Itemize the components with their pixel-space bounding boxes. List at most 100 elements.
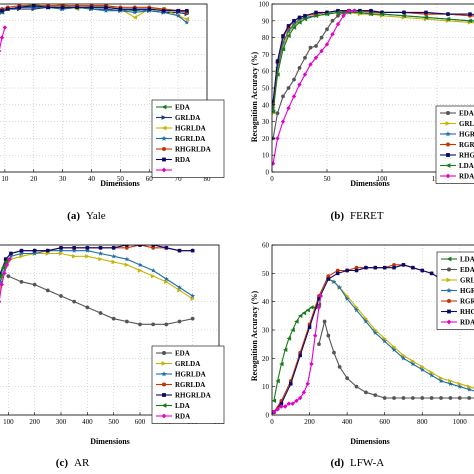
chart-feret-series-lda-point [291,25,297,30]
chart-yale-series-rda-point [161,8,166,13]
chart-lfw-a-series-hgrlda-point [447,381,453,386]
chart-lfw-a-legend-label-lda: LDA [460,256,474,264]
chart-feret-series-eda-point [281,94,285,99]
chart-ar-legend-label-lda: LDA [175,402,190,410]
chart-yale-series-rda-point [60,5,65,10]
chart-lfw-a-series-hgrlda-point [391,347,397,352]
chart-yale-series-hgrlda-point [184,16,189,22]
chart-lfw-a-series-eda-point [467,396,472,400]
chart-feret-series-rhgrlda-point [446,12,450,16]
chart-feret-series-lda-point [324,11,330,17]
chart-feret-series-lda-point [286,33,291,39]
chart-lfw-a-legend-marker-hgrlda [446,287,452,293]
chart-ar-series-rda-point [4,262,10,268]
chart-lfw-a-series-rda-point [301,390,307,395]
chart-ar-series-hgrlda-point [32,250,38,256]
chart-feret-series-rda-point [346,8,352,13]
chart-lfw-a-ytick-label: 50 [262,270,270,278]
chart-lfw-a-series-hgrlda-point [331,279,337,284]
chart-yale-series-rgrlda-point [103,8,109,13]
chart-lfw-a-legend-marker-rhgrlda [447,309,451,314]
chart-ar-series-rhgrlda-point [9,251,13,256]
chart-feret-ylabel: Recognition Accuracy (%) [250,52,259,143]
chart-lfw-a-legend: LDA EDA GRLDA HGRLDA RGRLDA RHGRLDA RDA [436,251,474,330]
chart-feret-legend-label-grlda: GRLDA [459,120,474,128]
chart-feret-series-rda-line [272,10,355,164]
chart-ar-series-rhgrlda-point [3,257,8,261]
chart-yale-legend-marker-grlda [161,115,167,120]
chart-yale-xtick-label: 50 [117,175,125,183]
chart-feret-series-rda-point [324,42,330,47]
chart-lfw-a-series-rda-point [282,404,288,409]
chart-lfw-a-series-rhgrlda-point [411,265,415,270]
chart-feret-series-lda-point [280,47,286,52]
chart-yale-legend-marker-unlabeled [161,167,167,173]
chart-feret-series-rda-point [330,32,335,37]
chart-feret-ytick-label: 50 [262,85,270,93]
chart-lfw-a-series-hgrlda-point [457,384,463,389]
chart-ar-xtick-label: 500 [108,418,119,426]
chart-lfw-a-series-hgrlda-point [337,284,343,290]
chart-feret-series-eda-point [286,86,291,90]
chart-ar-series-hgrlda-point [58,248,64,253]
chart-lfw-a-series-rhgrlda-point [289,382,293,386]
chart-lfw-a-series-lda-point [309,305,314,310]
chart-yale-series-unlabeled-point [0,35,5,40]
chart-ar-series-rhgrlda-point [32,248,37,253]
chart-feret-series-eda-point [297,65,302,70]
chart-lfw-a-series-hgrlda-point [438,378,444,384]
chart-feret-legend: EDA GRLDA HGRLDA RGRLDA RHGRLDA LDA RDA [435,105,474,184]
chart-yale-series-rda-point [6,7,10,11]
chart-ar-legend-label-eda: EDA [175,350,190,358]
chart-lfw-a-series-rhgrlda-point [335,271,340,276]
chart-feret-series-rda-point [280,119,286,124]
chart-feret-series-lda-point [401,13,407,18]
chart-feret-series-eda-point [303,55,307,60]
chart-lfw-a-ytick-label: 20 [262,355,270,363]
chart-feret-legend-label-lda: LDA [459,162,474,170]
chart-ar-series-hgrlda-point [111,253,117,259]
chart-lfw-a-series-hgrlda-point [382,338,388,344]
chart-lfw-a-series-eda-point [457,396,462,400]
chart-feret-legend-marker-rgrlda [445,142,451,147]
chart-lfw-a-series-rda-point [272,409,277,415]
chart-lfw-a-series-eda-point [364,390,368,395]
chart-feret-series-lda-point [297,20,302,25]
chart-lfw-a-series-rhgrlda-point [373,265,378,270]
chart-feret-series-rda-point [272,161,276,166]
chart-feret-caption-name: FERET [350,210,384,222]
chart-ar-series-rhgrlda-point [151,245,155,247]
chart-feret-xlabel: Dimensions [350,179,390,188]
chart-feret-xtick-label: 50 [324,175,332,183]
chart-feret-series-rhgrlda-point [336,8,340,13]
chart-lfw-a-legend-label-rgrlda: RGRLDA [460,298,474,306]
chart-lfw-a-series-grlda-point [420,364,425,370]
chart-yale-xtick-label: 10 [1,175,9,183]
chart-ar-series-hgrlda-point [8,253,14,259]
chart-ar-series-grlda-point [137,268,143,273]
chart-ar-series-eda-point [59,294,63,298]
chart-feret-ytick-label: 40 [262,101,270,109]
chart-ar-series-eda-point [19,279,24,284]
chart-yale-xtick-label: 70 [175,175,183,183]
chart-feret-series-hgrlda-point [291,21,297,27]
chart-lfw-a-xtick-label: 1000 [453,418,468,426]
chart-feret-series-rhgrlda-point [325,10,329,15]
chart-lfw-a-series-rhgrlda-point [382,265,387,270]
chart-ar-series-hgrlda-point [124,256,130,262]
chart-ar-series-rhgrlda-point [46,248,50,253]
chart-feret-series-rda-point [297,82,302,87]
chart-ar-series-rda-point [0,300,2,303]
chart-feret-series-eda-point [325,27,329,32]
chart-yale-legend: EDA GRLDA HGRLDA RGRLDA RHGRLDA RDA [151,99,225,178]
chart-yale-xtick-label: 30 [59,175,67,183]
chart-lfw-a-legend-marker-lda [446,256,452,262]
chart-ar-series-rhgrlda-point [72,246,76,250]
chart-lfw-a-series-rda-point [290,401,295,406]
chart-lfw-a-series-eda-point [332,350,336,355]
chart-lfw-a-series-rhgrlda-point [279,401,284,406]
chart-yale-series-rda-point [185,8,189,13]
chart-yale-series-rda-point [118,7,123,11]
chart-yale-caption-name: Yale [86,210,106,222]
chart-ar-legend-label-hgrlda: HGRLDA [175,371,206,379]
